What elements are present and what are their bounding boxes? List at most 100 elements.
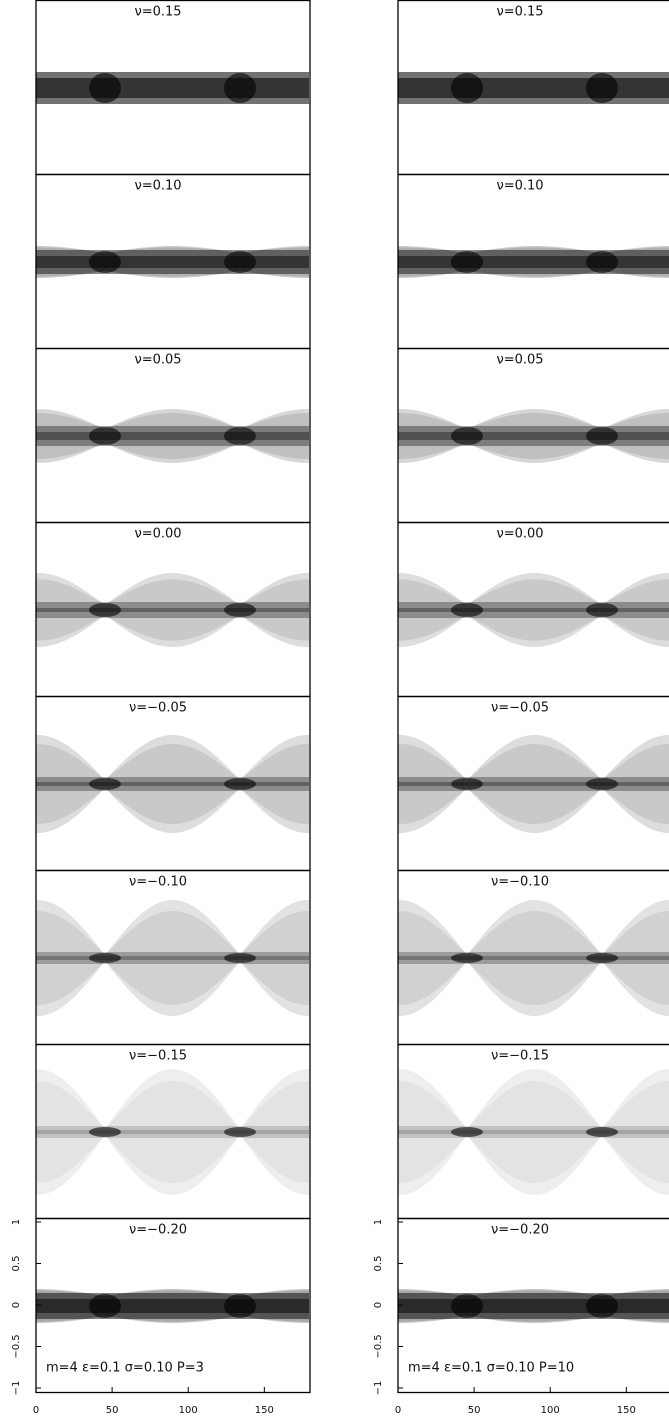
density-panel <box>36 735 309 833</box>
density-band <box>398 1299 669 1313</box>
panel-label: ν=−0.05 <box>129 701 187 716</box>
density-node <box>224 427 256 445</box>
density-node <box>451 1127 483 1137</box>
density-node <box>586 251 618 273</box>
panel-label: ν=0.15 <box>134 5 181 20</box>
y-tick-label: 1 <box>11 1219 22 1225</box>
density-band <box>398 1069 669 1195</box>
panel-label: ν=−0.05 <box>491 701 549 716</box>
panel-label: ν=−0.15 <box>129 1049 187 1064</box>
density-node <box>89 953 121 963</box>
density-band <box>398 744 669 824</box>
x-tick-label: 50 <box>468 1405 481 1416</box>
x-tick-label: 150 <box>255 1405 274 1416</box>
density-band <box>36 409 309 463</box>
density-panel <box>398 409 669 463</box>
panel-label: ν=0.00 <box>496 527 543 542</box>
x-tick-label: 100 <box>541 1405 560 1416</box>
density-node <box>586 1127 618 1137</box>
panel-label: ν=0.05 <box>134 353 181 368</box>
density-band <box>36 735 309 833</box>
density-band <box>36 744 309 824</box>
density-panel <box>36 573 309 647</box>
density-panel <box>398 72 669 104</box>
density-node <box>224 778 256 790</box>
density-band <box>398 78 669 98</box>
y-tick-label: −1 <box>11 1381 22 1396</box>
x-tick-label: 0 <box>33 1405 39 1416</box>
panel-label: ν=−0.20 <box>129 1223 187 1238</box>
density-node <box>89 603 121 617</box>
density-panel <box>36 1069 309 1195</box>
density-band <box>36 78 309 98</box>
density-node <box>451 778 483 790</box>
density-node <box>89 73 121 103</box>
density-band <box>36 413 309 459</box>
density-band <box>398 911 669 1005</box>
density-node <box>586 603 618 617</box>
panel-label: ν=0.05 <box>496 353 543 368</box>
panel-label: ν=0.15 <box>496 5 543 20</box>
density-node <box>451 73 483 103</box>
x-tick-label: 50 <box>106 1405 119 1416</box>
density-node <box>586 1294 618 1318</box>
density-node <box>451 603 483 617</box>
panel-label: ν=−0.10 <box>129 875 187 890</box>
panel-label: ν=0.10 <box>496 179 543 194</box>
density-node <box>224 73 256 103</box>
density-panel <box>36 72 309 104</box>
y-tick-label: −1 <box>373 1381 384 1396</box>
density-panel <box>398 246 669 278</box>
density-node <box>89 427 121 445</box>
density-band <box>36 956 309 960</box>
density-panel <box>36 1289 309 1323</box>
density-panel <box>398 573 669 647</box>
y-tick-label: −0.5 <box>11 1334 22 1358</box>
density-band <box>398 579 669 641</box>
density-band <box>36 1081 309 1183</box>
density-node <box>586 73 618 103</box>
panel-label: ν=0.10 <box>134 179 181 194</box>
density-band <box>36 256 309 268</box>
density-node <box>89 1294 121 1318</box>
x-tick-label: 100 <box>179 1405 198 1416</box>
density-band <box>398 956 669 960</box>
density-band <box>398 900 669 1016</box>
y-tick-label: 0 <box>373 1302 384 1308</box>
density-panel <box>398 1289 669 1323</box>
density-panel <box>398 735 669 833</box>
density-node <box>224 1294 256 1318</box>
density-band <box>398 413 669 459</box>
y-tick-label: 1 <box>373 1219 384 1225</box>
density-node <box>89 251 121 273</box>
density-panel <box>36 246 309 278</box>
density-band <box>398 573 669 647</box>
density-band <box>398 735 669 833</box>
density-node <box>89 778 121 790</box>
y-tick-label: 0 <box>11 1302 22 1308</box>
density-panel <box>398 900 669 1016</box>
density-band <box>36 1069 309 1195</box>
density-node <box>224 251 256 273</box>
density-node <box>586 427 618 445</box>
density-band <box>36 432 309 440</box>
density-band <box>398 409 669 463</box>
y-tick-label: −0.5 <box>373 1334 384 1358</box>
annotation: m=4 ε=0.1 σ=0.10 P=10 <box>408 1361 574 1376</box>
density-node <box>451 953 483 963</box>
density-node <box>451 1294 483 1318</box>
density-band <box>398 1130 669 1134</box>
density-band <box>398 782 669 786</box>
density-band <box>36 900 309 1016</box>
panel-label: ν=0.00 <box>134 527 181 542</box>
annotation: m=4 ε=0.1 σ=0.10 P=3 <box>46 1361 204 1376</box>
density-panel <box>36 409 309 463</box>
density-panel <box>36 900 309 1016</box>
density-band <box>398 256 669 268</box>
density-band <box>36 573 309 647</box>
density-node <box>224 603 256 617</box>
panel-label: ν=−0.20 <box>491 1223 549 1238</box>
density-band <box>36 579 309 641</box>
x-tick-label: 0 <box>395 1405 401 1416</box>
